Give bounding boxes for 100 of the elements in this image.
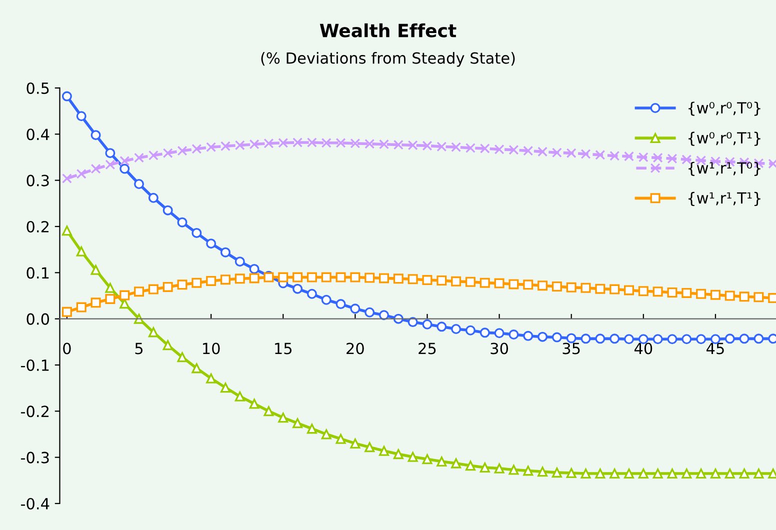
point	[220, 247, 230, 258]
y-tick-label: -0.3	[20, 452, 49, 464]
point	[177, 352, 188, 362]
x-tick-label: 15	[275, 342, 292, 354]
chart-title: Wealth Effect	[320, 23, 456, 38]
point	[364, 272, 375, 283]
y-tick-label: 0.3	[26, 174, 49, 186]
point	[465, 460, 476, 471]
legend-label: {w¹,r¹,T⁰}	[688, 162, 760, 176]
point	[393, 140, 404, 150]
chart-subtitle: (% Deviations from Steady State)	[261, 52, 515, 67]
point	[465, 276, 476, 287]
point	[192, 363, 202, 374]
point	[148, 284, 158, 294]
point	[696, 468, 706, 478]
point	[148, 327, 158, 338]
point	[379, 139, 390, 150]
y-tick-label: 0.5	[26, 82, 49, 94]
point	[90, 298, 101, 308]
point	[306, 288, 317, 299]
point	[422, 319, 432, 330]
point	[105, 148, 116, 158]
y-tick-label: -0.1	[20, 359, 49, 372]
point	[148, 192, 158, 203]
y-tick-label: -0.2	[20, 406, 48, 418]
point	[710, 468, 720, 478]
y-tick-label: 0.1	[26, 267, 49, 279]
point	[278, 412, 288, 423]
point	[292, 284, 303, 294]
point	[408, 274, 418, 284]
point	[105, 294, 116, 304]
point	[422, 140, 432, 151]
point	[552, 332, 562, 342]
point	[220, 141, 230, 152]
point	[162, 148, 173, 158]
point	[306, 272, 317, 282]
point	[278, 138, 288, 148]
point	[610, 334, 620, 344]
point	[234, 256, 245, 267]
x-tick-label: 40	[634, 342, 652, 354]
point	[336, 138, 346, 148]
point	[667, 334, 678, 344]
point	[120, 298, 130, 309]
point	[696, 334, 706, 344]
y-tick-label: -0.4	[20, 498, 50, 510]
point	[422, 454, 432, 464]
point	[465, 325, 476, 336]
point	[465, 143, 476, 153]
point	[292, 137, 303, 148]
point	[538, 280, 548, 291]
point	[350, 272, 360, 282]
point	[408, 140, 418, 150]
point	[436, 322, 447, 332]
x-tick-label: 35	[562, 342, 580, 354]
point	[62, 226, 72, 236]
point	[638, 286, 648, 296]
point	[148, 150, 158, 160]
point	[206, 238, 216, 249]
point	[508, 144, 519, 155]
point	[364, 307, 375, 318]
point	[162, 340, 173, 350]
point	[364, 138, 375, 149]
point	[350, 438, 360, 448]
point	[249, 139, 260, 150]
point	[451, 276, 462, 286]
point	[90, 264, 101, 275]
point	[523, 330, 534, 341]
point	[552, 468, 562, 478]
point	[480, 143, 490, 154]
point	[552, 148, 562, 158]
point	[134, 286, 144, 297]
point	[494, 463, 504, 474]
y-tick-label: 0.0	[26, 313, 50, 325]
point	[652, 286, 663, 297]
point	[105, 282, 116, 293]
legend-label: {w¹,r¹,T¹}	[688, 192, 760, 206]
point	[278, 272, 288, 282]
point	[624, 151, 634, 162]
point	[682, 334, 692, 344]
point	[595, 284, 606, 294]
x-tick-label: 0	[63, 342, 71, 354]
point	[321, 294, 332, 305]
x-tick-label: 25	[418, 342, 436, 354]
point	[595, 468, 606, 478]
point	[379, 310, 390, 320]
point	[206, 142, 216, 152]
point	[76, 168, 86, 179]
point	[754, 468, 764, 478]
point	[754, 292, 764, 302]
point	[76, 246, 86, 256]
point	[177, 217, 188, 228]
point	[724, 334, 735, 344]
point	[566, 148, 576, 158]
point	[234, 391, 245, 402]
point	[321, 272, 332, 282]
point	[538, 332, 548, 342]
x-tick-label: 10	[203, 342, 220, 354]
point	[652, 334, 663, 344]
point	[638, 152, 648, 162]
point	[350, 304, 360, 314]
